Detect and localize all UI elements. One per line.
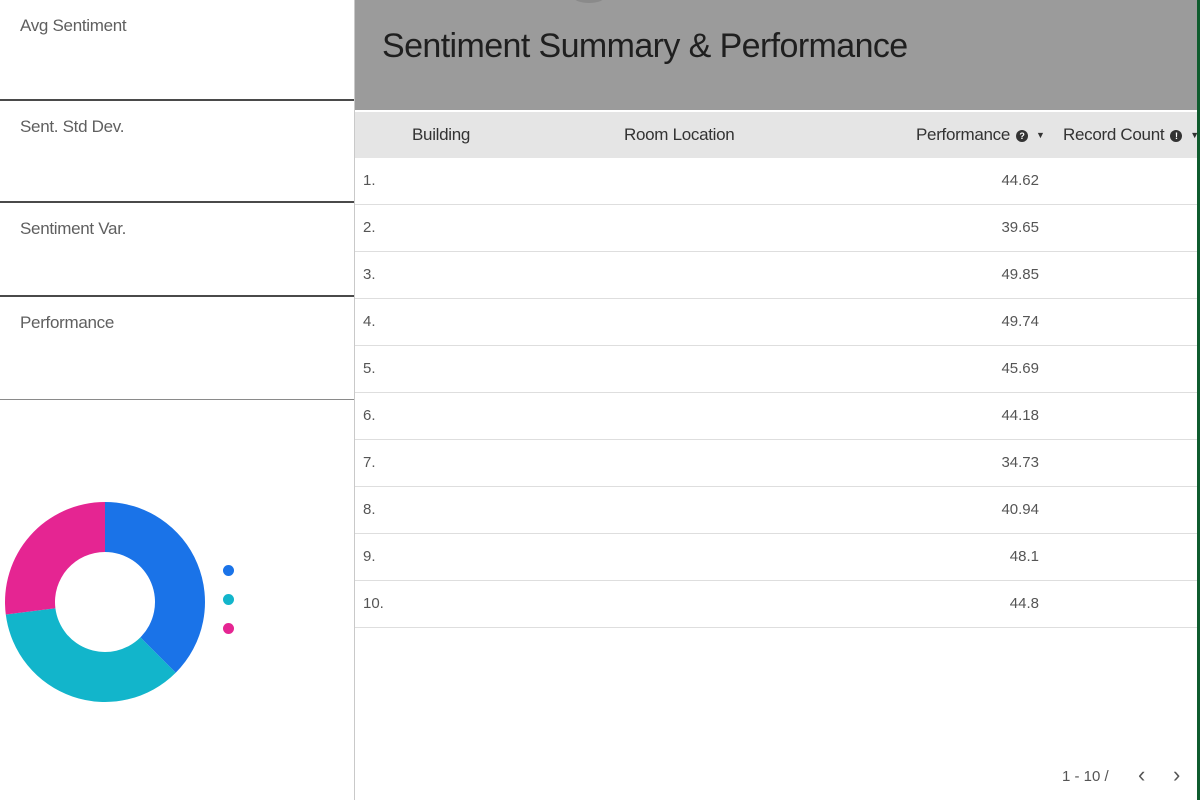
row-performance: 44.8 (1009, 595, 1039, 612)
table-row[interactable]: 5. 45.69 (355, 346, 1197, 393)
row-index: 1. (363, 172, 376, 189)
chevron-right-icon[interactable]: › (1173, 762, 1181, 787)
metric-performance: Performance (0, 297, 354, 400)
info-icon[interactable]: ! (1170, 130, 1183, 142)
column-header-performance[interactable]: Performance? ▼ (916, 125, 1045, 145)
legend-dot (223, 565, 234, 576)
table-row[interactable]: 3. 49.85 (355, 252, 1197, 299)
row-performance: 49.85 (1001, 266, 1039, 283)
column-header-building[interactable]: Building (412, 125, 470, 145)
metrics-panel: Avg Sentiment Sent. Std Dev. Sentiment V… (0, 0, 354, 800)
legend-dot (223, 594, 234, 605)
row-performance: 48.1 (1009, 548, 1039, 565)
row-index: 6. (363, 407, 376, 424)
column-header-label: Performance (916, 125, 1011, 144)
sort-caret-icon[interactable]: ▼ (1036, 130, 1045, 140)
row-performance: 49.74 (1001, 313, 1039, 330)
column-header-record-count[interactable]: Record Count! ▼ (1063, 125, 1199, 145)
row-performance: 40.94 (1001, 501, 1039, 518)
metric-label: Avg Sentiment (20, 16, 127, 35)
table-row[interactable]: 9. 48.1 (355, 534, 1197, 581)
column-header-room-location[interactable]: Room Location (624, 125, 735, 145)
chevron-left-icon[interactable]: ‹ (1138, 762, 1146, 787)
metric-label: Sent. Std Dev. (20, 117, 125, 136)
metric-avg-sentiment: Avg Sentiment (0, 0, 354, 101)
row-index: 3. (363, 266, 376, 283)
row-index: 8. (363, 501, 376, 518)
metric-label: Sentiment Var. (20, 219, 127, 238)
window-edge (1197, 0, 1200, 800)
donut-slice[interactable] (5, 608, 176, 702)
column-divider (354, 0, 355, 800)
table-body: 1. 44.62 2. 39.65 3. 49.85 4. 49.74 5. 45.69 … (355, 158, 1197, 628)
metric-sentiment-var: Sentiment Var. (0, 203, 354, 297)
table-header: Building Room Location Performance? ▼ Rec… (355, 112, 1199, 158)
donut-chart-svg (4, 502, 205, 702)
header-handle (575, 0, 603, 3)
sort-caret-icon[interactable]: ▼ (1190, 130, 1199, 140)
row-performance: 44.62 (1001, 172, 1039, 189)
legend-dot (223, 623, 234, 634)
row-index: 2. (363, 219, 376, 236)
table-row[interactable]: 2. 39.65 (355, 205, 1197, 252)
column-header-label: Room Location (624, 125, 735, 144)
row-performance: 34.73 (1001, 454, 1039, 471)
row-index: 5. (363, 360, 376, 377)
row-index: 7. (363, 454, 376, 471)
table-row[interactable]: 7. 34.73 (355, 440, 1197, 487)
donut-slice[interactable] (105, 502, 205, 673)
row-index: 9. (363, 548, 376, 565)
table-row[interactable]: 8. 40.94 (355, 487, 1197, 534)
column-header-label: Building (412, 125, 471, 144)
page-title: Sentiment Summary & Performance (382, 27, 908, 65)
metric-sent-std-dev: Sent. Std Dev. (0, 101, 354, 203)
row-performance: 39.65 (1001, 219, 1039, 236)
pagination-range: 1 - 10 / (1062, 768, 1109, 785)
help-icon[interactable]: ? (1016, 130, 1029, 142)
donut-slice[interactable] (4, 502, 105, 615)
metric-label: Performance (20, 313, 115, 332)
row-index: 10. (363, 595, 384, 612)
table-row[interactable]: 6. 44.18 (355, 393, 1197, 440)
column-header-label: Record Count (1063, 125, 1165, 144)
row-performance: 45.69 (1001, 360, 1039, 377)
table-row[interactable]: 4. 49.74 (355, 299, 1197, 346)
donut-chart (0, 430, 354, 790)
row-performance: 44.18 (1001, 407, 1039, 424)
table-row[interactable]: 10. 44.8 (355, 581, 1197, 628)
table-row[interactable]: 1. 44.62 (355, 158, 1197, 205)
report-header: Sentiment Summary & Performance (355, 0, 1197, 110)
row-index: 4. (363, 313, 376, 330)
